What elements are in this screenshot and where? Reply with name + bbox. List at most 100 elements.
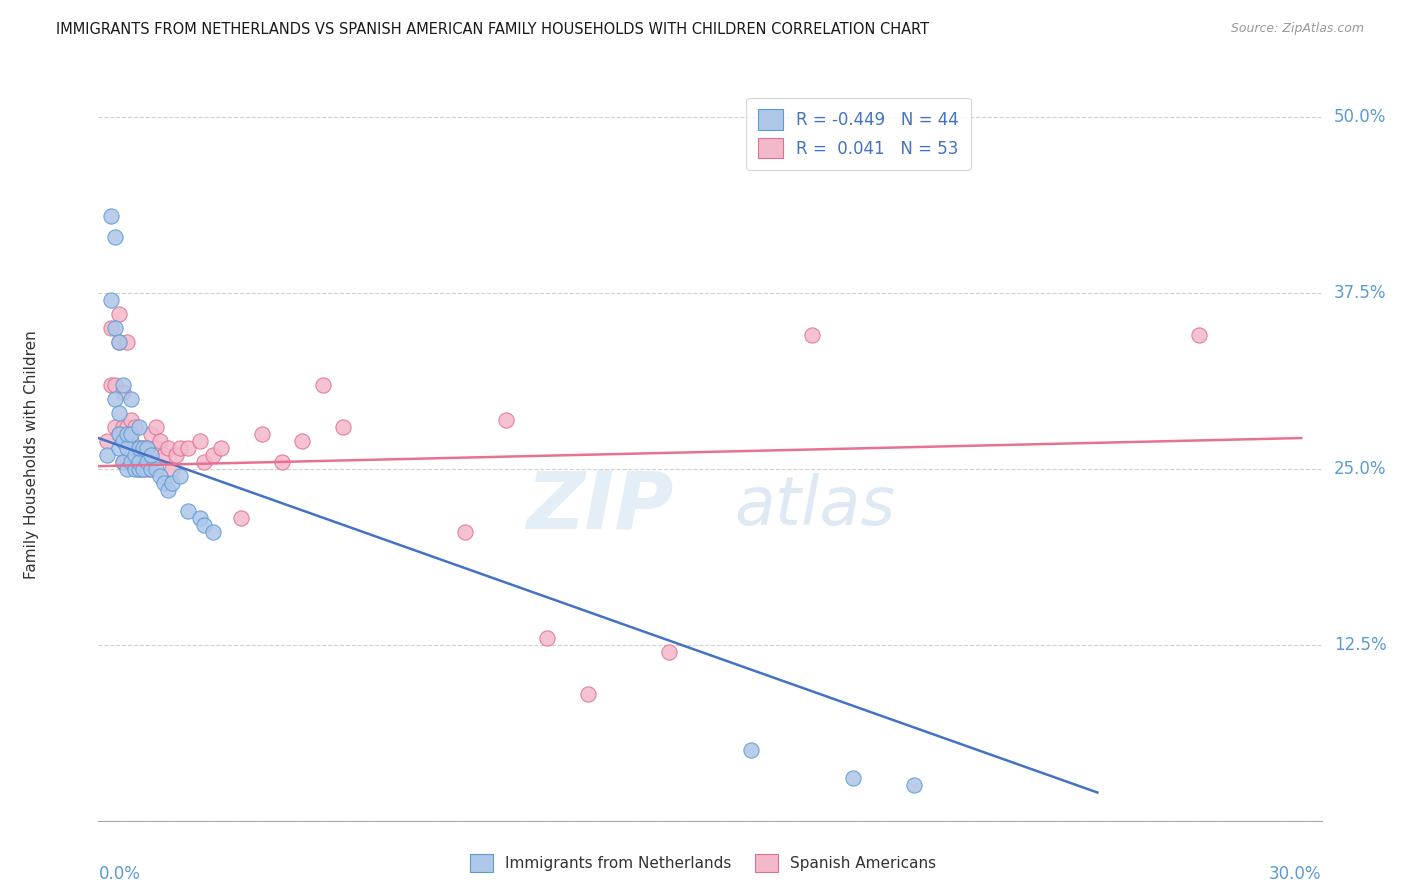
Point	[231, 511, 253, 525]
Point	[128, 441, 150, 455]
Point	[124, 462, 146, 476]
Point	[100, 209, 122, 223]
Point	[160, 476, 183, 491]
Point	[124, 419, 146, 434]
Point	[96, 434, 118, 448]
Text: 30.0%: 30.0%	[1270, 864, 1322, 882]
Point	[108, 335, 131, 350]
Point	[120, 455, 142, 469]
Text: ZIP: ZIP	[526, 467, 673, 545]
Point	[145, 462, 167, 476]
Point	[132, 462, 155, 476]
Point	[169, 441, 191, 455]
Point	[156, 441, 179, 455]
Legend: Immigrants from Netherlands, Spanish Americans: Immigrants from Netherlands, Spanish Ame…	[463, 846, 943, 880]
Point	[136, 441, 159, 455]
Point	[152, 476, 174, 491]
Point	[124, 455, 146, 469]
Point	[149, 434, 172, 448]
Point	[454, 525, 477, 540]
Point	[111, 384, 134, 399]
Point	[100, 377, 122, 392]
Point	[903, 779, 925, 793]
Point	[136, 455, 159, 469]
Point	[201, 525, 224, 540]
Legend: R = -0.449   N = 44, R =  0.041   N = 53: R = -0.449 N = 44, R = 0.041 N = 53	[747, 97, 970, 169]
Text: 0.0%: 0.0%	[98, 864, 141, 882]
Point	[136, 441, 159, 455]
Point	[152, 448, 174, 462]
Point	[104, 392, 127, 406]
Point	[100, 293, 122, 308]
Point	[108, 335, 131, 350]
Point	[332, 419, 354, 434]
Point	[495, 413, 517, 427]
Point	[141, 448, 163, 462]
Text: IMMIGRANTS FROM NETHERLANDS VS SPANISH AMERICAN FAMILY HOUSEHOLDS WITH CHILDREN : IMMIGRANTS FROM NETHERLANDS VS SPANISH A…	[56, 22, 929, 37]
Point	[132, 441, 155, 455]
Point	[188, 511, 212, 525]
Point	[169, 469, 191, 483]
Point	[111, 434, 134, 448]
Point	[128, 419, 150, 434]
Point	[136, 462, 159, 476]
Point	[141, 462, 163, 476]
Text: atlas: atlas	[734, 473, 896, 539]
Point	[111, 455, 134, 469]
Point	[120, 426, 142, 441]
Point	[658, 645, 681, 659]
Point	[132, 462, 155, 476]
Point	[120, 455, 142, 469]
Point	[120, 434, 142, 448]
Text: Family Households with Children: Family Households with Children	[24, 331, 38, 579]
Point	[193, 518, 215, 533]
Point	[111, 419, 134, 434]
Point	[145, 441, 167, 455]
Point	[115, 335, 138, 350]
Point	[104, 321, 127, 335]
Point	[108, 426, 131, 441]
Point	[115, 441, 138, 455]
Point	[115, 462, 138, 476]
Point	[165, 448, 187, 462]
Point	[120, 392, 142, 406]
Point	[576, 687, 599, 701]
Text: 50.0%: 50.0%	[1334, 108, 1386, 127]
Text: 25.0%: 25.0%	[1334, 460, 1386, 478]
Point	[177, 441, 200, 455]
Point	[841, 772, 863, 786]
Point	[141, 462, 163, 476]
Point	[177, 504, 200, 518]
Point	[115, 419, 138, 434]
Point	[108, 441, 131, 455]
Point	[291, 434, 314, 448]
Point	[128, 462, 150, 476]
Point	[160, 462, 183, 476]
Point	[115, 455, 138, 469]
Point	[270, 455, 294, 469]
Point	[128, 462, 150, 476]
Point	[250, 426, 273, 441]
Point	[104, 419, 127, 434]
Text: 12.5%: 12.5%	[1334, 636, 1386, 654]
Point	[209, 441, 232, 455]
Point	[120, 413, 142, 427]
Point	[149, 469, 172, 483]
Text: 37.5%: 37.5%	[1334, 285, 1386, 302]
Point	[128, 441, 150, 455]
Point	[141, 426, 163, 441]
Point	[740, 743, 762, 757]
Point	[536, 631, 558, 645]
Text: Source: ZipAtlas.com: Source: ZipAtlas.com	[1230, 22, 1364, 36]
Point	[104, 230, 127, 244]
Point	[156, 483, 179, 497]
Point	[193, 455, 215, 469]
Point	[312, 377, 335, 392]
Point	[145, 419, 167, 434]
Point	[108, 426, 131, 441]
Point	[108, 406, 131, 420]
Point	[104, 377, 127, 392]
Point	[96, 448, 118, 462]
Point	[801, 328, 824, 343]
Point	[128, 455, 150, 469]
